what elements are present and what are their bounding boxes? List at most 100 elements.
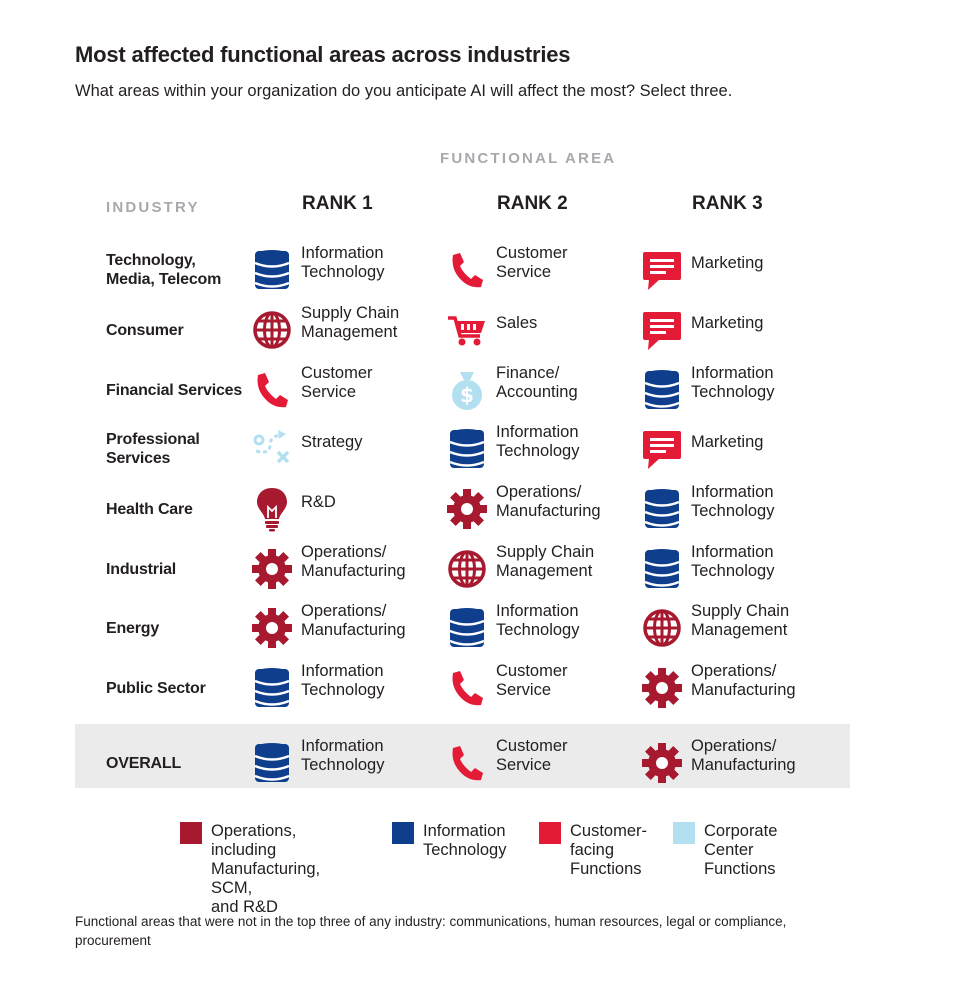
functional-area-line: Customer: [301, 364, 373, 382]
functional-area-line: Operations/: [301, 543, 387, 561]
functional-area-line: Marketing: [691, 433, 764, 451]
functional-area-label: Information Technology: [301, 244, 384, 282]
functional-area-line: Marketing: [691, 254, 764, 272]
rank-1-header: RANK 1: [302, 193, 373, 214]
footnote: Functional areas that were not in the to…: [75, 914, 787, 948]
industry-label-line: Services: [106, 450, 171, 467]
functional-area-line: Service: [496, 263, 552, 281]
functional-area-label: Information Technology: [691, 364, 774, 402]
legend-line: Technology: [423, 841, 507, 859]
chart-title: Most affected functional areas across in…: [75, 42, 571, 67]
functional-area-line: Manufacturing: [691, 756, 796, 774]
functional-area-line: Information: [496, 423, 579, 441]
functional-area-label: Supply Chain Management: [691, 602, 789, 640]
functional-area-line: Management: [301, 323, 398, 341]
functional-area-line: Finance/: [496, 364, 560, 382]
table-row: Financial Services Customer Service $ Fin…: [0, 362, 960, 418]
legend-label-operations: Operations, including Manufacturing, SCM…: [211, 822, 320, 917]
functional-area-label: Operations/Manufacturing: [301, 602, 406, 640]
legend-label-information-technology: Information Technology: [423, 822, 506, 860]
industry-label: Technology, Media, Telecom: [106, 251, 221, 289]
industry-label: Health Care: [106, 500, 193, 519]
functional-area-line: Customer: [496, 662, 568, 680]
functional-area-label: Information Technology: [301, 662, 384, 700]
functional-area-label: Information Technology: [691, 483, 774, 521]
functional-area-label: Customer Service: [496, 662, 568, 700]
functional-area-line: Technology: [301, 263, 385, 281]
legend-line: Functions: [570, 860, 642, 878]
legend-line: facing: [570, 841, 615, 859]
overall-row: OVERALL Information Technology Customer Se…: [0, 735, 960, 791]
industry-label: Financial Services: [106, 381, 242, 400]
functional-area-label: Information Technology: [496, 602, 579, 640]
functional-area-line: Supply Chain: [301, 304, 400, 322]
functional-area-line: Strategy: [301, 433, 363, 451]
industry-label-line: Professional: [106, 431, 200, 448]
functional-area-line: R&D: [301, 493, 336, 511]
legend-line: Manufacturing, SCM,: [211, 860, 321, 897]
functional-area-label: Information Technology: [301, 737, 384, 775]
rank-2-header: RANK 2: [497, 193, 568, 214]
functional-area-line: Marketing: [691, 314, 764, 332]
functional-area-line: Manufacturing: [301, 562, 406, 580]
svg-text:$: $: [460, 383, 474, 407]
functional-area-line: Supply Chain: [691, 602, 790, 620]
functional-area-label: R&D: [301, 493, 336, 512]
table-row: Consumer Supply Chain Management Sales: [0, 302, 960, 358]
functional-area-line: Customer: [496, 737, 568, 755]
functional-area-line: Technology: [496, 442, 580, 460]
functional-area-label: Supply Chain Management: [301, 304, 399, 342]
functional-area-line: Information: [301, 737, 384, 755]
legend-line: and R&D: [211, 898, 278, 916]
functional-area-line: Operations/: [301, 602, 387, 620]
functional-area-line: Information: [691, 543, 774, 561]
functional-area-line: Information: [691, 364, 774, 382]
table-row: Public Sector Information Technology Cust…: [0, 660, 960, 716]
rank-3-header: RANK 3: [692, 193, 763, 214]
functional-area-line: Sales: [496, 314, 538, 332]
table-row: Professional Services Strategy Informatio…: [0, 421, 960, 477]
functional-area-label: Operations/Manufacturing: [691, 662, 796, 700]
functional-area-line: Technology: [691, 502, 775, 520]
legend-swatch-corporate-center: [673, 822, 695, 844]
industry-header: INDUSTRY: [106, 199, 200, 216]
chart-subtitle: What areas within your organization do y…: [75, 82, 733, 100]
functional-area-line: Technology: [691, 383, 775, 401]
legend-swatch-customer-facing: [539, 822, 561, 844]
functional-area-label: Information Technology: [691, 543, 774, 581]
legend-line: Functions: [704, 860, 776, 878]
legend-swatch-information-technology: [392, 822, 414, 844]
functional-area-line: Manufacturing: [301, 621, 406, 639]
functional-area-line: Technology: [691, 562, 775, 580]
industry-label: OVERALL: [106, 754, 181, 773]
functional-area-label: Customer Service: [301, 364, 373, 402]
functional-area-line: Operations/: [691, 662, 777, 680]
industry-label-line: Energy: [106, 620, 160, 637]
functional-area-line: Management: [691, 621, 788, 639]
functional-area-line: Supply Chain: [496, 543, 595, 561]
functional-area-line: Information: [691, 483, 774, 501]
functional-area-label: Operations/Manufacturing: [301, 543, 406, 581]
functional-area-label: Customer Service: [496, 244, 568, 282]
industry-label: Consumer: [106, 321, 184, 340]
functional-area-label: Operations/Manufacturing: [496, 483, 601, 521]
industry-label: Professional Services: [106, 430, 200, 468]
industry-label-line: Media, Telecom: [106, 271, 222, 288]
functional-area-line: Technology: [301, 681, 385, 699]
industry-label: Public Sector: [106, 679, 206, 698]
legend-line: Customer-: [570, 822, 648, 840]
legend-line: Center: [704, 841, 754, 859]
industry-label-line: OVERALL: [106, 755, 182, 772]
legend-label-customer-facing: Customer- facing Functions: [570, 822, 647, 879]
functional-area-line: Service: [496, 756, 552, 774]
functional-area-label: Marketing: [691, 314, 763, 333]
table-row: Technology, Media, Telecom Information Tec…: [0, 242, 960, 298]
functional-area-label: Strategy: [301, 433, 362, 452]
functional-area-line: Operations/: [496, 483, 582, 501]
functional-area-line: Operations/: [691, 737, 777, 755]
functional-area-label: Supply Chain Management: [496, 543, 594, 581]
industry-label: Industrial: [106, 560, 176, 579]
functional-area-line: Technology: [496, 621, 580, 639]
table-row: Energy Operations/Manufacturing Informat…: [0, 600, 960, 656]
legend-line: Corporate: [704, 822, 778, 840]
